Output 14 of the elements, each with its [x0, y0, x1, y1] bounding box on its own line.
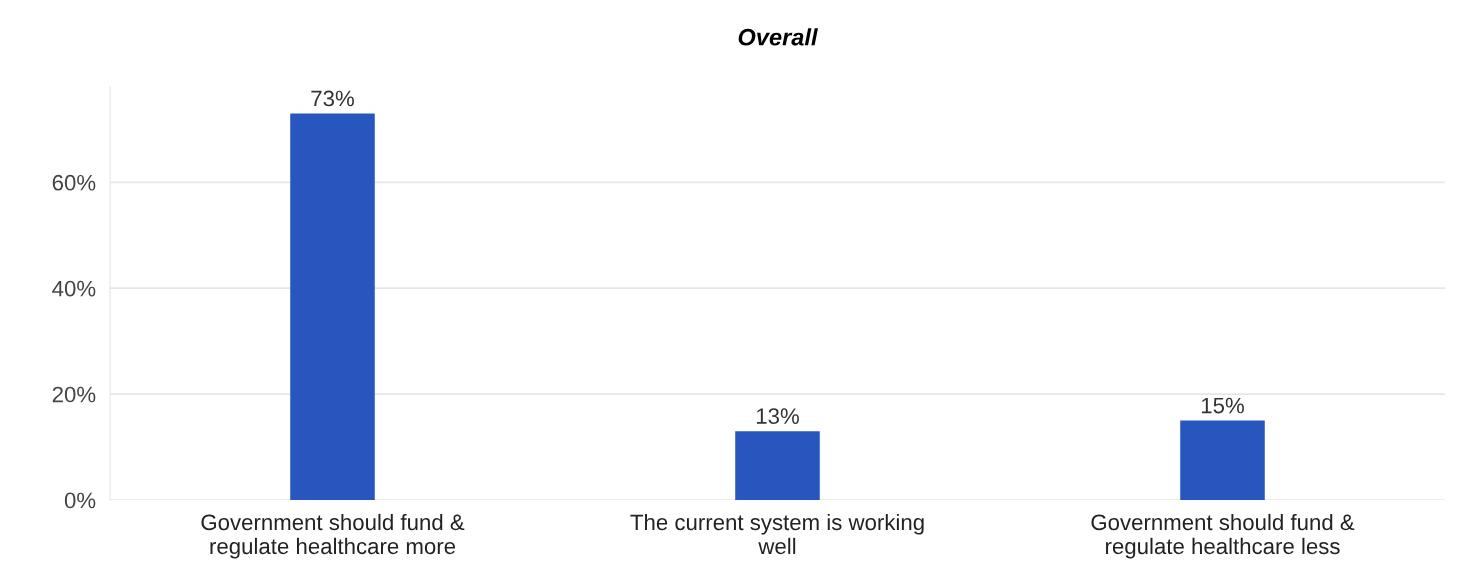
y-tick-label: 60% — [52, 174, 96, 191]
data-label: 15% — [1201, 397, 1244, 414]
y-tick-label: 40% — [52, 280, 96, 297]
bar — [290, 113, 375, 500]
chart-title: Overall — [738, 28, 818, 46]
data-label: 13% — [756, 408, 799, 424]
y-tick-label: 20% — [52, 386, 96, 403]
x-tick-label: The current system is working well — [630, 513, 924, 555]
bar — [735, 431, 820, 500]
bar — [1180, 420, 1265, 500]
x-tick-label: Government should fund & regulate healthcare more — [201, 513, 465, 559]
x-tick-label: Government should fund & regulate healthcare less — [1091, 513, 1355, 559]
y-tick-label: 0% — [64, 492, 96, 509]
data-label: 73% — [311, 90, 354, 107]
